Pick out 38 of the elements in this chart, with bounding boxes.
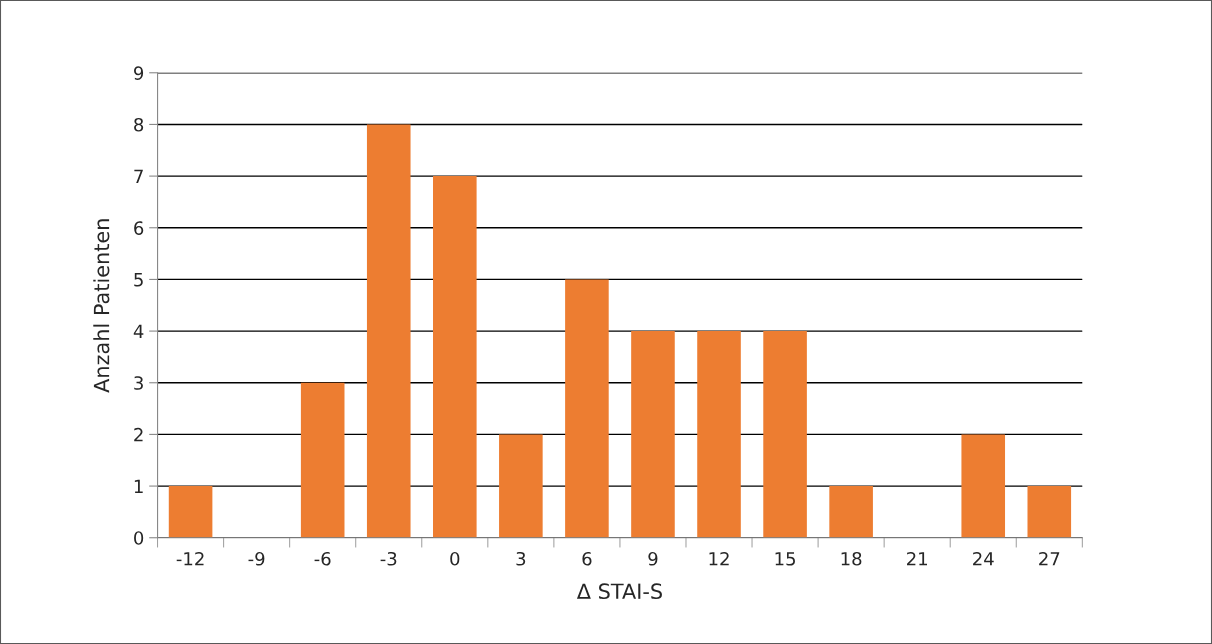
y-tick-label: 7 bbox=[134, 169, 143, 183]
bar bbox=[1027, 486, 1072, 538]
bar bbox=[433, 176, 477, 538]
x-tick-label: 3 bbox=[516, 551, 526, 566]
x-tick-label: 27 bbox=[1039, 551, 1060, 566]
bar bbox=[300, 382, 345, 538]
bar bbox=[565, 279, 609, 538]
y-axis-title: Anzahl Patienten bbox=[93, 219, 110, 393]
x-tick-label: -3 bbox=[380, 551, 397, 566]
x-tick-label: 15 bbox=[775, 552, 795, 566]
bar bbox=[631, 331, 675, 538]
y-tick-label: 5 bbox=[134, 273, 143, 287]
x-tick-label: 9 bbox=[648, 551, 658, 566]
x-tick-label: 21 bbox=[907, 551, 927, 566]
y-tick-label: 9 bbox=[134, 66, 144, 80]
bar bbox=[763, 331, 807, 538]
bar bbox=[499, 434, 543, 538]
bar bbox=[829, 486, 873, 538]
x-axis-title: Δ STAI-S bbox=[576, 583, 662, 600]
x-tick-label: -9 bbox=[248, 551, 265, 566]
x-tick-label: 12 bbox=[709, 551, 729, 566]
bar bbox=[697, 331, 741, 538]
y-tick-label: 3 bbox=[134, 376, 143, 390]
y-tick-label: 2 bbox=[134, 427, 143, 442]
y-tick-label: 6 bbox=[134, 221, 144, 235]
y-tick-label: 1 bbox=[134, 479, 143, 493]
x-tick-label: -6 bbox=[314, 551, 331, 566]
x-tick-label: 6 bbox=[582, 551, 592, 566]
y-tick-label: 8 bbox=[134, 117, 144, 132]
bar bbox=[168, 486, 213, 538]
bar bbox=[961, 434, 1006, 538]
y-tick-label: 0 bbox=[134, 531, 144, 545]
x-tick-label: 24 bbox=[973, 551, 994, 566]
x-tick-label: 18 bbox=[841, 551, 862, 566]
y-tick-label: 4 bbox=[133, 324, 144, 338]
x-tick-label: 0 bbox=[450, 551, 460, 566]
bar bbox=[366, 124, 411, 538]
x-tick-label: -12 bbox=[176, 551, 204, 566]
